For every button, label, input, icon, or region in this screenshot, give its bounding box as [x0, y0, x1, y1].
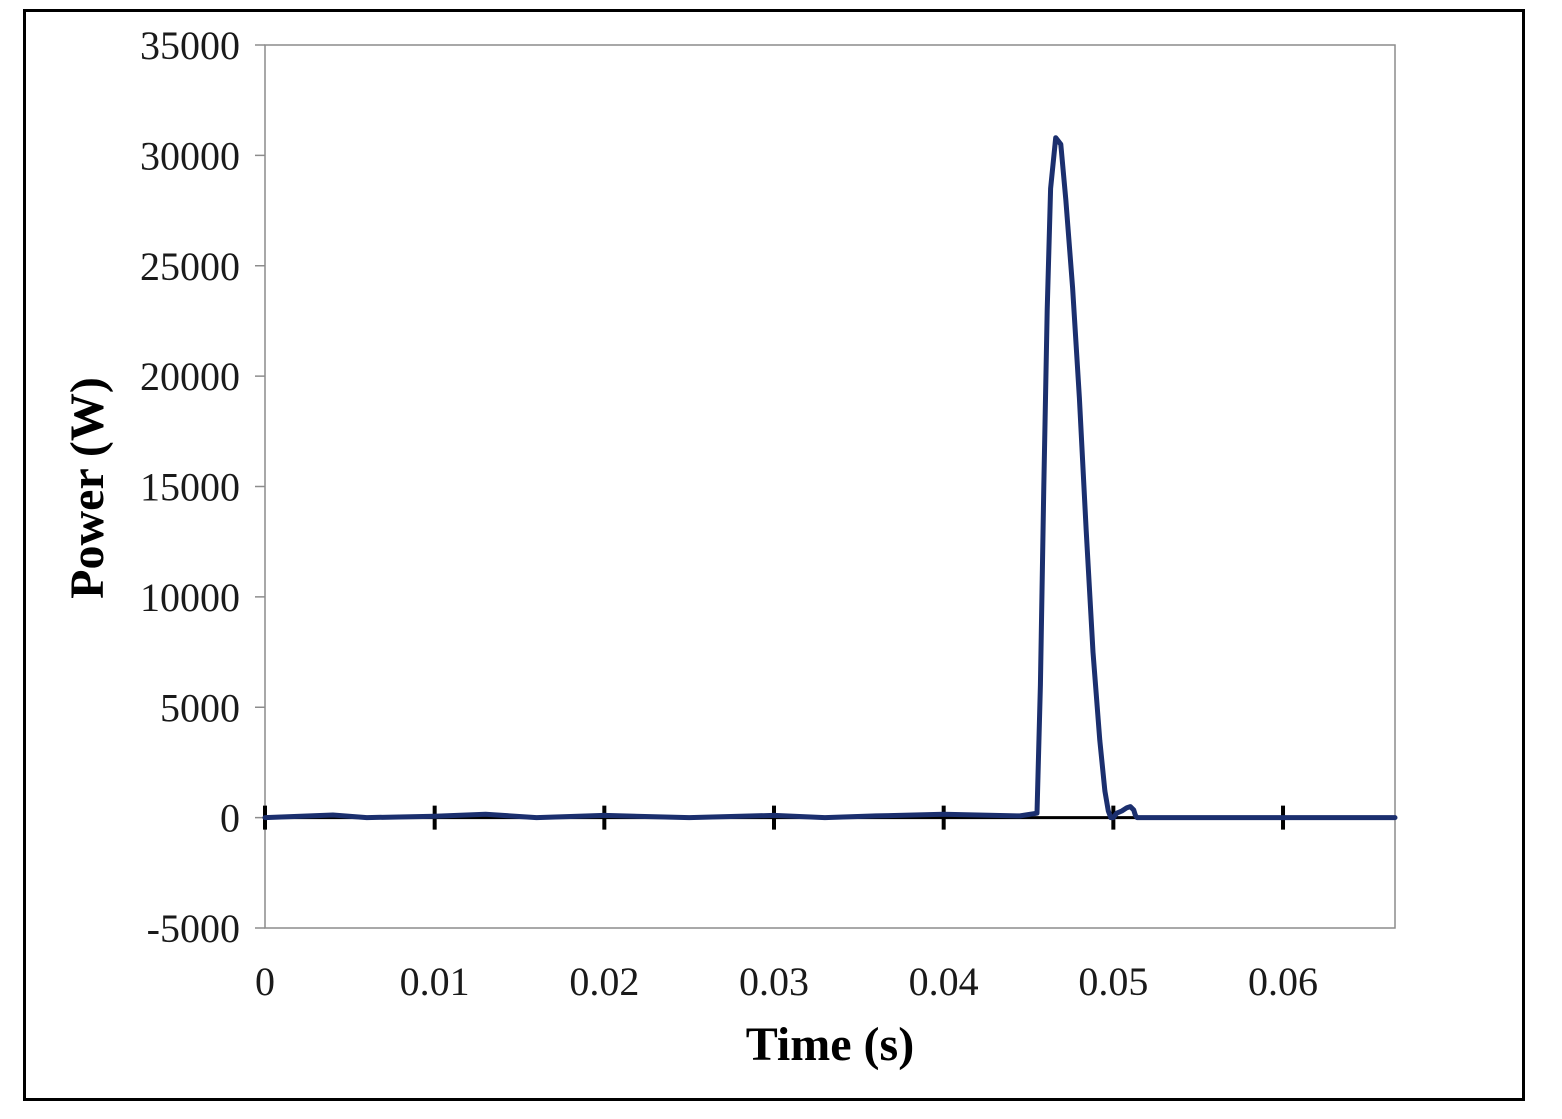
- power-series-line: [262, 135, 1398, 821]
- x-axis-title: Time (s): [746, 1018, 914, 1071]
- y-tick-label: 25000: [140, 244, 240, 289]
- x-tick-label: 0.01: [400, 959, 470, 1004]
- y-tick-label: 10000: [140, 575, 240, 620]
- plot-area: [255, 44, 1398, 929]
- x-tick-label: 0.03: [739, 959, 809, 1004]
- x-tick-label: 0.06: [1248, 959, 1318, 1004]
- x-tick-label: 0: [255, 959, 275, 1004]
- y-tick-label: -5000: [147, 906, 240, 951]
- x-tick-label: 0.05: [1078, 959, 1148, 1004]
- y-tick-label: 20000: [140, 354, 240, 399]
- plot-border: [264, 44, 1396, 929]
- y-tick-label: 30000: [140, 133, 240, 178]
- chart-frame: [23, 9, 1525, 1101]
- y-tick-label: 15000: [140, 465, 240, 510]
- y-tick-label: 0: [220, 796, 240, 841]
- y-tick-label: 35000: [140, 23, 240, 68]
- x-tick-label: 0.02: [569, 959, 639, 1004]
- y-axis-title: Power (W): [61, 377, 114, 599]
- y-tick-labels: -5000 0 5000 10000 15000 20000 25000 30000 35000: [140, 23, 240, 951]
- x-tick-label: 0.04: [909, 959, 979, 1004]
- y-tick-label: 5000: [160, 685, 240, 730]
- x-tick-labels: 0 0.01 0.02 0.03 0.04 0.05 0.06: [255, 959, 1318, 1004]
